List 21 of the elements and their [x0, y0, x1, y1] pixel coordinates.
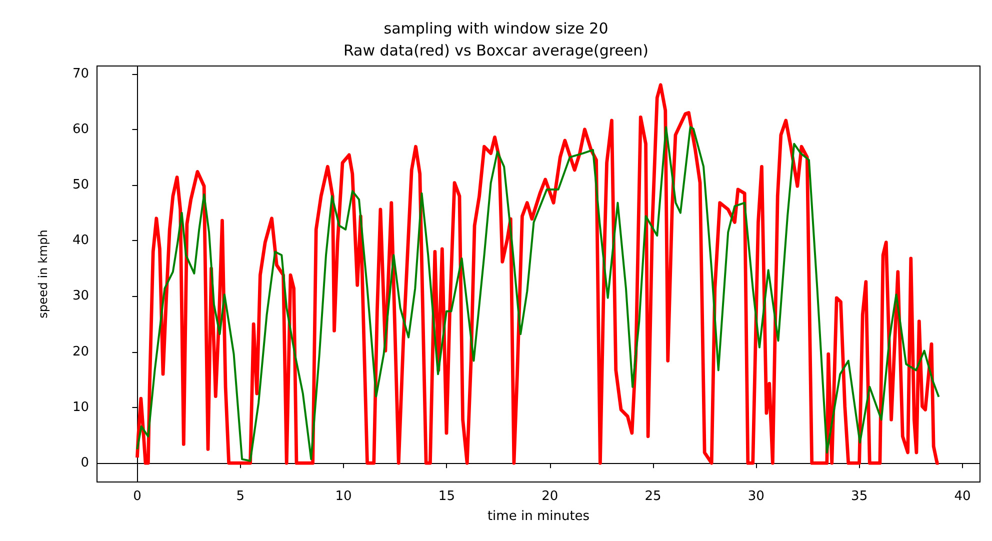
chart-title: sampling with window size 20 — [384, 20, 608, 38]
y-tick-label: 50 — [72, 178, 89, 193]
x-axis-title: time in minutes — [487, 509, 590, 524]
y-tick-label: 60 — [72, 122, 89, 137]
y-tick-label: 20 — [72, 344, 89, 360]
x-tick-label: 0 — [133, 489, 142, 504]
y-tick-label: 30 — [72, 288, 89, 304]
x-tick-label: 15 — [438, 489, 455, 504]
x-tick-label: 20 — [542, 489, 558, 504]
y-tick-label: 70 — [72, 66, 89, 82]
y-tick-label: 10 — [72, 400, 89, 415]
y-tick-label: 40 — [72, 233, 89, 248]
x-tick-label: 5 — [236, 489, 245, 504]
x-tick-label: 25 — [644, 489, 662, 504]
x-tick-label: 30 — [748, 489, 764, 504]
x-tick-label: 40 — [954, 489, 971, 504]
y-tick-label: 0 — [80, 456, 89, 471]
chart-subtitle: Raw data(red) vs Boxcar average(green) — [343, 42, 649, 60]
x-tick-label: 10 — [335, 489, 352, 504]
x-tick-label: 35 — [851, 489, 868, 504]
y-axis-title: speed in kmph — [36, 230, 50, 318]
